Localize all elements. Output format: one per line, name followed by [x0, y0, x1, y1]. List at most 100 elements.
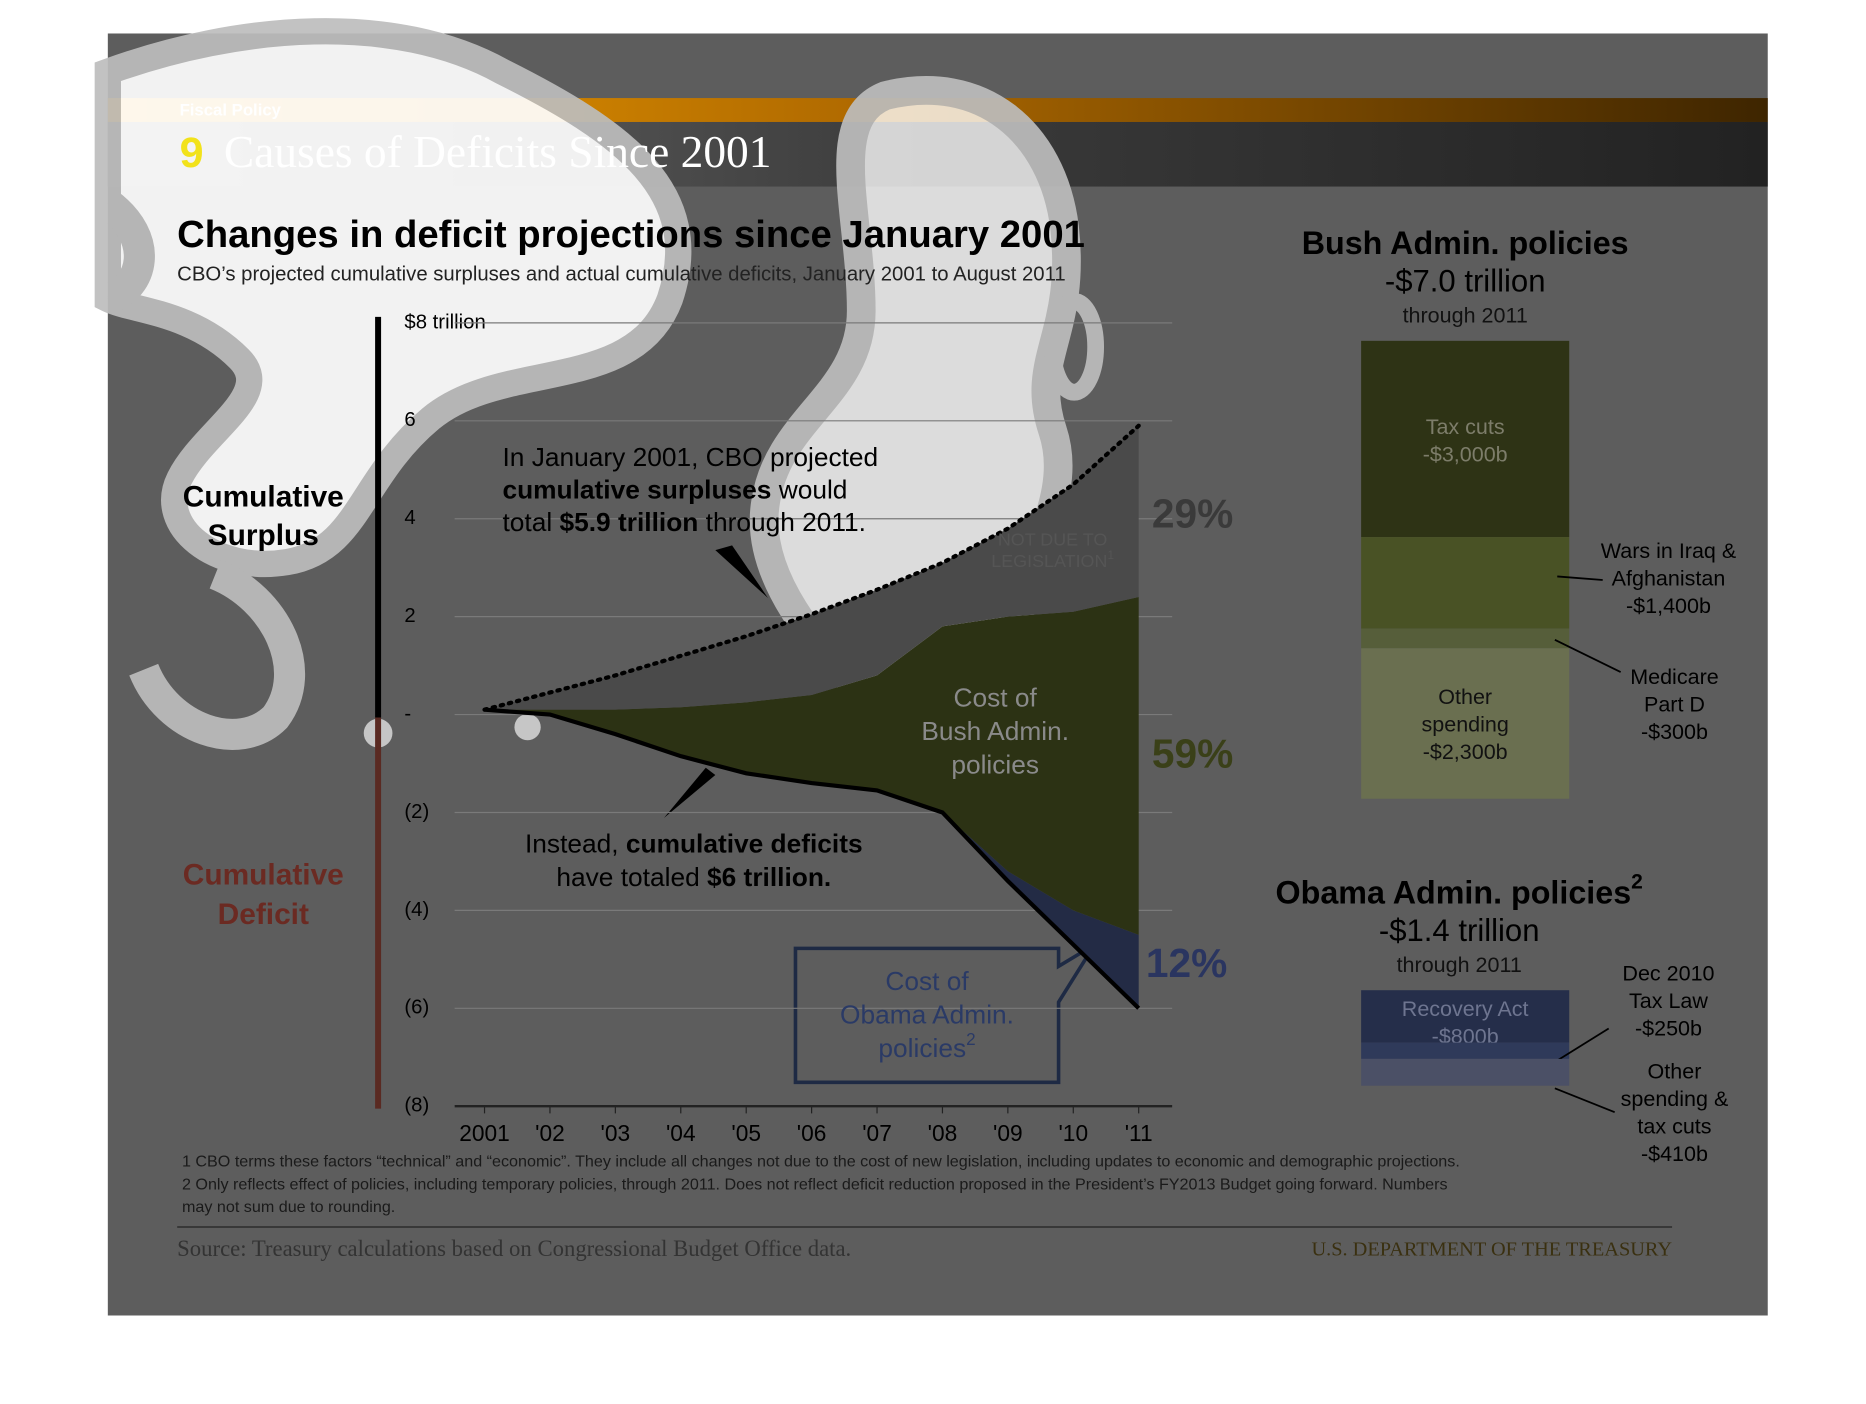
segment-value: -$300b [1641, 720, 1708, 744]
segment-label: Tax Law [1629, 989, 1708, 1013]
overlay-blob [97, 190, 155, 314]
deficit-label: Cumulative [183, 858, 344, 891]
bar-chart-title: Bush Admin. policies [1302, 225, 1629, 261]
bar-segment [1361, 990, 1570, 1043]
footnote: 2 Only reflects effect of policies, incl… [182, 1175, 1448, 1193]
area-label: policies2 [878, 1030, 975, 1063]
title-number: 9 [180, 129, 204, 177]
obama-callout-box [793, 943, 1096, 1085]
footnote: may not sum due to rounding. [182, 1198, 395, 1216]
leader-line [1554, 1027, 1610, 1063]
segment-label: spending [1422, 713, 1509, 737]
annotation-part: would [771, 474, 847, 504]
x-tick-label: '08 [928, 1120, 958, 1146]
segment-label: Other [1648, 1059, 1702, 1083]
y-tick-label: 2 [404, 605, 415, 627]
page-title: Causes of Deficits Since 2001 [224, 127, 772, 177]
overlay-blob [129, 559, 306, 750]
x-tick-label: '06 [797, 1120, 827, 1146]
x-tick-label: 2001 [459, 1120, 510, 1146]
bar-chart-title-text: Bush Admin. policies [1302, 225, 1629, 261]
bar-segment [1361, 628, 1570, 649]
share-label: 59% [1152, 731, 1233, 777]
area-label: Obama Admin. [840, 999, 1014, 1029]
x-tick-label: '07 [862, 1120, 892, 1146]
bar-segment [1361, 1042, 1570, 1059]
area [484, 597, 1139, 935]
y-tick-label: (8) [404, 1095, 429, 1117]
section-label: Fiscal Policy [180, 101, 282, 120]
chart-subtitle: CBO’s projected cumulative surpluses and… [177, 263, 1066, 285]
deficit-label: Deficit [218, 898, 309, 931]
overlay-blob [94, 18, 692, 577]
y-tick-label: $8 trillion [404, 311, 485, 333]
leader-line [1557, 575, 1603, 581]
segment-label: Wars in Iraq & [1601, 539, 1737, 563]
area-label: policies [951, 750, 1039, 780]
y-tick-label: (2) [404, 801, 429, 823]
segment-label: Recovery Act [1402, 997, 1529, 1021]
bar-segment [1361, 1058, 1570, 1086]
bar-total: -$1.4 trillion [1379, 913, 1540, 948]
area-label-sup: 2 [966, 1030, 976, 1049]
area-label-part: LEGISLATION [991, 551, 1107, 571]
bar-chart-title: Obama Admin. policies2 [1276, 871, 1643, 910]
segment-value: -$1,400b [1626, 594, 1711, 618]
overlay-dot [514, 713, 541, 741]
chart-title: Changes in deficit projections since Jan… [177, 213, 1085, 256]
area-label: Cost of [885, 966, 969, 996]
segment-value: -$250b [1635, 1016, 1702, 1040]
segment-label: Part D [1644, 692, 1705, 716]
area [484, 425, 1139, 710]
segment-label: Afghanistan [1612, 567, 1726, 591]
x-tick-label: '03 [601, 1120, 631, 1146]
annotation-part: through 2011. [698, 507, 866, 537]
area-label: Bush Admin. [921, 716, 1069, 746]
surplus-label: Surplus [208, 519, 319, 552]
leader-line [1554, 1087, 1616, 1114]
segment-label: Other [1438, 685, 1492, 709]
area-label: LEGISLATION1 [991, 549, 1114, 571]
annotation-part: total [502, 507, 559, 537]
callout-pointer [663, 767, 716, 819]
bar-note: through 2011 [1397, 953, 1522, 977]
surplus-label: Cumulative [183, 481, 344, 514]
bar-total: -$7.0 trillion [1385, 264, 1546, 299]
y-tick-label: (4) [404, 899, 429, 921]
segment-label: Medicare [1630, 665, 1719, 689]
x-tick-label: '10 [1058, 1120, 1088, 1146]
annotation: Instead, cumulative deficits [525, 828, 863, 858]
callout-pointer [715, 545, 768, 598]
annotation: have totaled $6 trillion. [556, 862, 831, 892]
area-label: Cost of [954, 683, 1038, 713]
x-tick-label: '05 [731, 1120, 761, 1146]
x-tick-label: '02 [535, 1120, 565, 1146]
bar-chart-title-text: Obama Admin. policies [1276, 874, 1632, 910]
annotation-part: have totaled [556, 862, 707, 892]
share-label: 12% [1146, 940, 1227, 986]
projected-line [482, 423, 1141, 712]
leader-line [1554, 639, 1622, 673]
agency: U.S. DEPARTMENT OF THE TREASURY [1311, 1239, 1672, 1261]
bar-note: through 2011 [1403, 304, 1528, 328]
y-tick-label: (6) [404, 997, 429, 1019]
overlay-blob [1044, 292, 1105, 401]
actual-line [484, 707, 1141, 1010]
share-label: 29% [1152, 490, 1233, 536]
segment-label: tax cuts [1637, 1114, 1711, 1138]
segment-label: spending & [1621, 1087, 1729, 1111]
bar-segment [1361, 648, 1570, 799]
area-label-part: policies [878, 1033, 966, 1063]
source: Source: Treasury calculations based on C… [177, 1236, 851, 1261]
area-label-sup: 1 [1107, 549, 1113, 562]
x-tick-label: '09 [993, 1120, 1023, 1146]
annotation-bold: $6 trillion. [707, 862, 831, 892]
segment-label: Dec 2010 [1622, 961, 1714, 985]
y-tick-label: 4 [404, 507, 415, 529]
annotation-bold: cumulative deficits [626, 828, 863, 858]
annotation: cumulative surpluses would [502, 474, 847, 504]
annotation-bold: cumulative surpluses [502, 474, 771, 504]
footnote: 1 CBO terms these factors “technical” an… [182, 1153, 1460, 1171]
